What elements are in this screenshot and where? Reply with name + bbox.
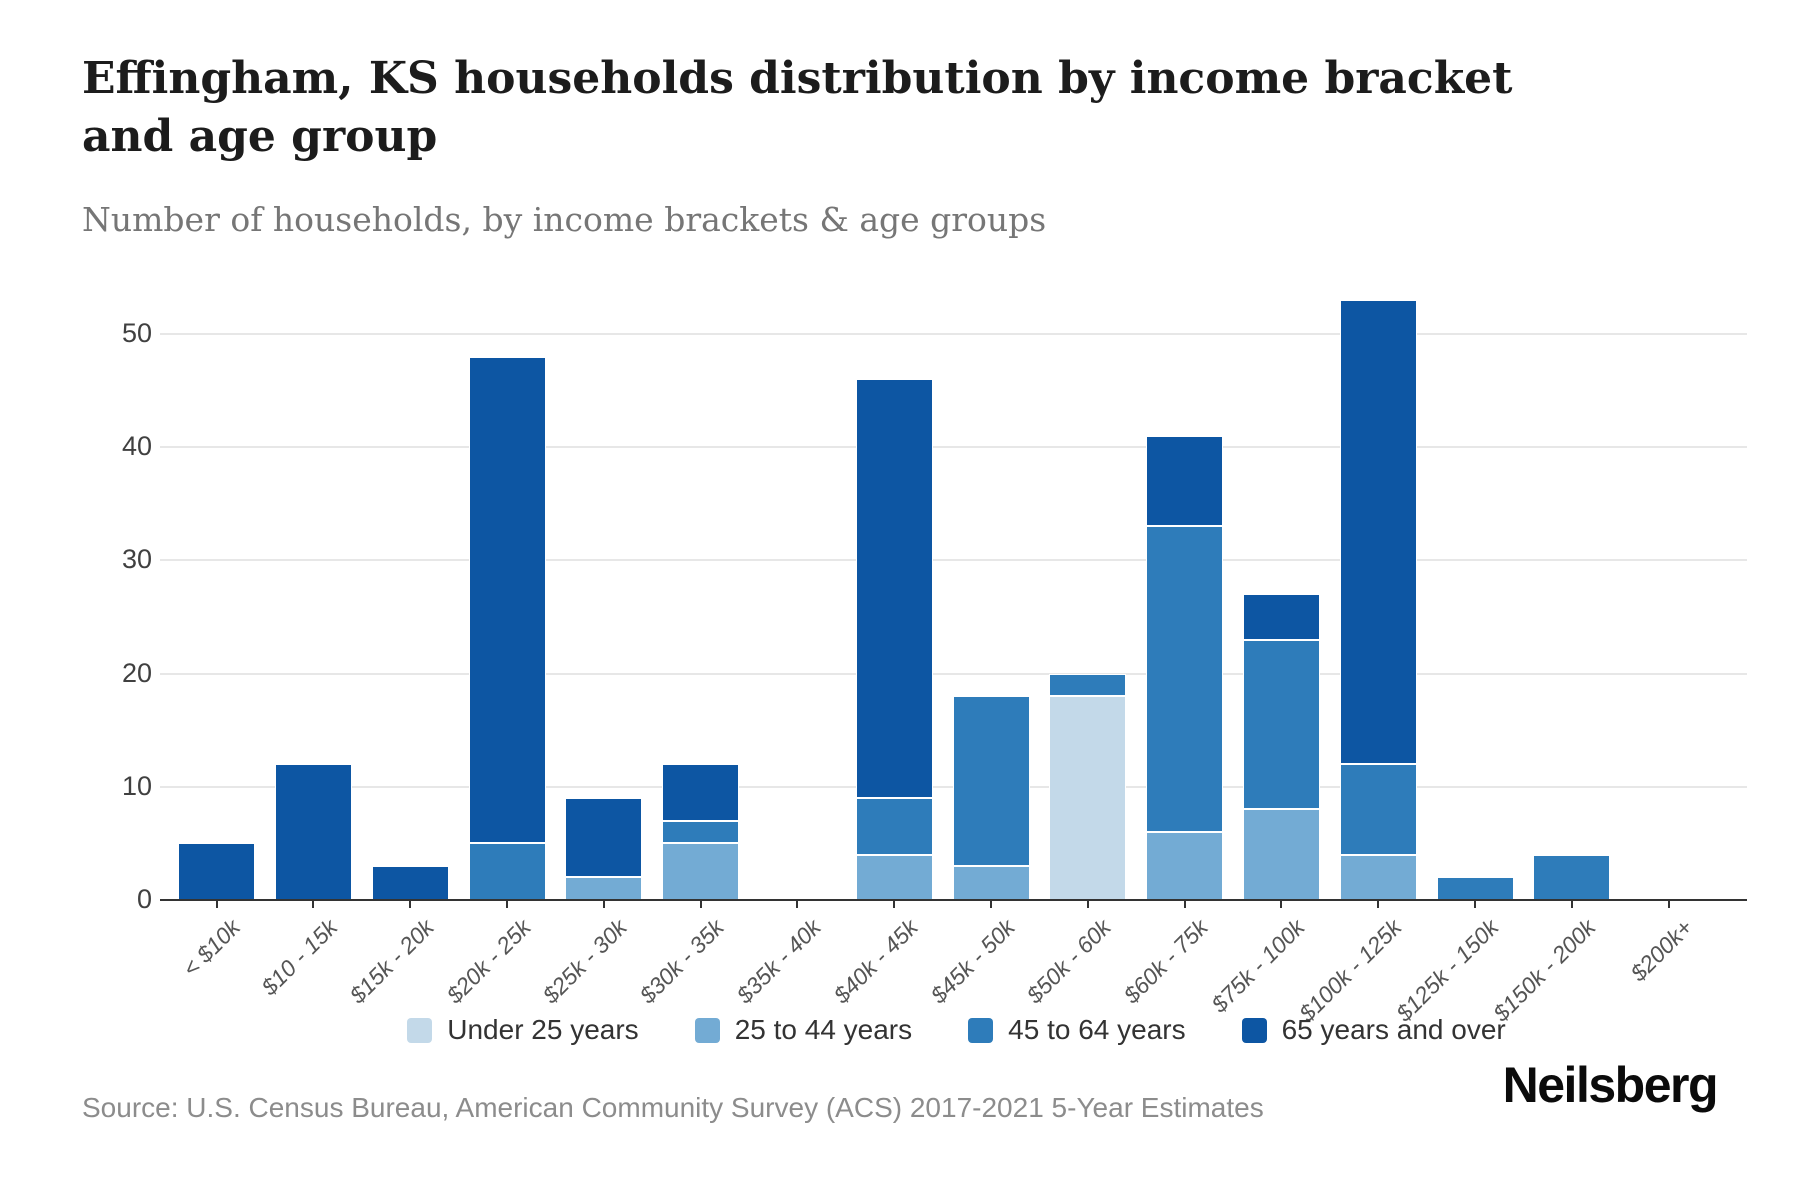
x-axis-tick xyxy=(1280,901,1283,908)
y-axis-tick-label: 10 xyxy=(121,770,152,801)
x-axis-tick xyxy=(1086,901,1089,908)
legend-item[interactable]: 25 to 44 years xyxy=(694,1014,913,1046)
legend-item[interactable]: Under 25 years xyxy=(407,1014,639,1046)
x-axis-tick xyxy=(1377,901,1380,908)
x-axis-tick xyxy=(699,901,702,908)
bar-segment xyxy=(1339,854,1417,900)
x-axis-category-label: $60k - 75k xyxy=(1118,914,1213,1009)
x-axis-category-label: $10 - 15k xyxy=(255,914,342,1001)
chart-title: Effingham, KS households distribution by… xyxy=(82,53,1513,163)
legend-swatch-icon xyxy=(694,1017,720,1043)
x-axis-category-label: $15k - 20k xyxy=(344,914,439,1009)
legend-swatch-icon xyxy=(407,1017,433,1043)
x-axis-category-label: $45k - 50k xyxy=(925,914,1020,1009)
x-axis-tick xyxy=(602,901,605,908)
x-axis-category-label: $30k - 35k xyxy=(634,914,729,1009)
x-axis-tick xyxy=(796,901,799,908)
y-axis-tick-label: 50 xyxy=(121,318,152,348)
legend-label: 65 years and over xyxy=(1281,1014,1506,1045)
bar-segment xyxy=(952,696,1030,867)
legend-label: 25 to 44 years xyxy=(734,1014,913,1045)
x-axis-line xyxy=(160,899,1747,901)
bar-segment xyxy=(662,764,740,821)
bar-segment xyxy=(468,843,546,900)
bar-segment xyxy=(855,798,933,855)
bar-segment xyxy=(1436,877,1514,900)
bar-segment xyxy=(1146,832,1224,900)
bar-segment xyxy=(855,854,933,900)
x-axis-tick xyxy=(1183,901,1186,908)
legend-item[interactable]: 65 years and over xyxy=(1241,1014,1506,1046)
y-gridline xyxy=(160,446,1747,449)
x-axis-category-label: $200k+ xyxy=(1624,914,1697,987)
bar-segment xyxy=(662,820,740,844)
x-axis-tick xyxy=(312,901,315,908)
legend-swatch-icon xyxy=(1241,1017,1267,1043)
bar-segment xyxy=(855,379,933,799)
x-axis-tick xyxy=(1570,901,1573,908)
x-axis-tick xyxy=(215,901,218,908)
y-axis-tick-label: 20 xyxy=(121,657,152,688)
x-axis-category-label: $20k - 25k xyxy=(441,914,536,1009)
bar-segment xyxy=(178,843,256,900)
bar-segment xyxy=(1339,300,1417,765)
bar-segment xyxy=(468,356,546,844)
x-axis-tick xyxy=(409,901,412,908)
bar-segment xyxy=(1049,696,1127,900)
y-gridline xyxy=(160,333,1747,335)
x-axis-tick xyxy=(1474,901,1476,908)
bar-segment xyxy=(371,866,449,900)
legend-swatch-icon xyxy=(968,1017,994,1043)
bar-segment xyxy=(952,866,1030,900)
bar-segment xyxy=(565,877,643,900)
x-axis-category-label: $75k - 100k xyxy=(1206,914,1310,1018)
legend-label: Under 25 years xyxy=(447,1014,639,1045)
bar-segment xyxy=(1242,809,1320,900)
legend-label: 45 to 64 years xyxy=(1008,1014,1186,1045)
x-axis-category-label: $40k - 45k xyxy=(828,914,923,1009)
bar-segment xyxy=(274,764,352,900)
bar-segment xyxy=(1533,854,1611,900)
y-axis-tick-label: 30 xyxy=(121,544,152,575)
bar-segment xyxy=(1242,594,1320,640)
x-axis-category-label: $50k - 60k xyxy=(1021,914,1117,1009)
source-attribution: Source: U.S. Census Bureau, American Com… xyxy=(82,1092,1264,1123)
y-axis-tick-label: 40 xyxy=(121,431,152,462)
bar-segment xyxy=(1049,673,1127,697)
y-gridline xyxy=(160,672,1747,675)
bar-segment xyxy=(1146,435,1224,527)
chart-subtitle: Number of households, by income brackets… xyxy=(82,200,1047,239)
neilsberg-logo: Neilsberg xyxy=(1502,1057,1719,1113)
x-axis-tick xyxy=(990,901,992,908)
x-axis-tick xyxy=(1667,901,1670,908)
x-axis-category-label: < $10k xyxy=(177,914,245,982)
bar-segment xyxy=(1339,764,1417,855)
bar-segment xyxy=(662,843,740,900)
x-axis-category-label: $35k - 40k xyxy=(731,914,826,1009)
x-axis-category-label: $25k - 30k xyxy=(537,914,633,1009)
x-axis-tick xyxy=(506,901,508,908)
x-axis-tick xyxy=(893,901,896,908)
chart-legend: Under 25 years 25 to 44 years 45 to 64 yea… xyxy=(168,1008,1745,1052)
y-gridline xyxy=(160,559,1747,562)
bar-segment xyxy=(1146,526,1224,833)
legend-item[interactable]: 45 to 64 years xyxy=(968,1014,1186,1046)
bar-segment xyxy=(1242,639,1320,810)
bar-segment xyxy=(565,798,643,878)
y-axis-tick-label: 0 xyxy=(136,884,152,914)
